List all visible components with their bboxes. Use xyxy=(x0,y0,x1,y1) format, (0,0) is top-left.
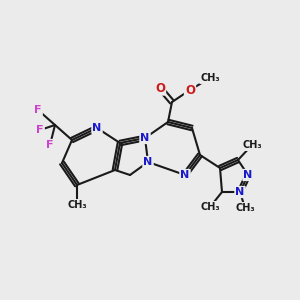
Text: O: O xyxy=(185,83,195,97)
Text: N: N xyxy=(92,123,102,133)
Text: N: N xyxy=(140,133,150,143)
Text: F: F xyxy=(46,140,54,150)
Text: CH₃: CH₃ xyxy=(67,200,87,210)
Text: N: N xyxy=(180,170,190,180)
Text: CH₃: CH₃ xyxy=(200,202,220,212)
Text: N: N xyxy=(243,170,253,180)
Text: N: N xyxy=(143,157,153,167)
Text: N: N xyxy=(236,187,244,197)
Text: F: F xyxy=(36,125,44,135)
Text: CH₃: CH₃ xyxy=(200,73,220,83)
Text: F: F xyxy=(34,105,42,115)
Text: O: O xyxy=(155,82,165,94)
Text: CH₃: CH₃ xyxy=(242,140,262,150)
Text: CH₃: CH₃ xyxy=(235,203,255,213)
